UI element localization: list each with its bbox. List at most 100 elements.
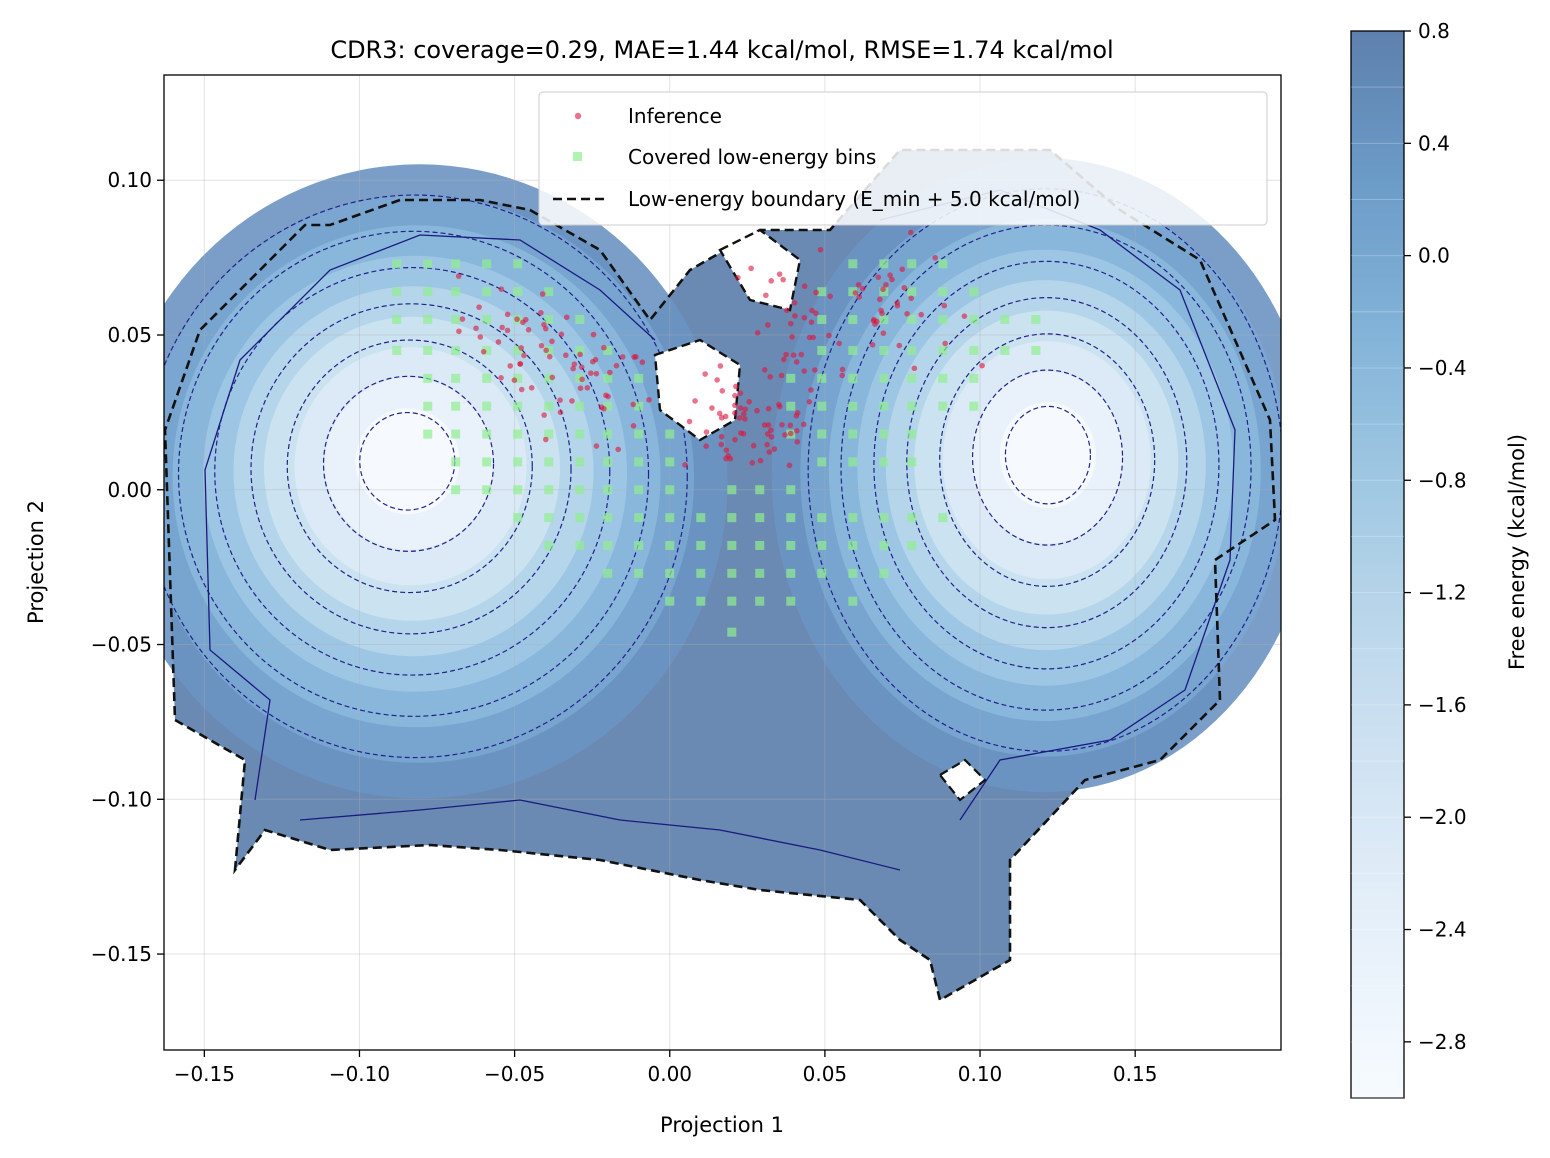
inference-point (518, 345, 525, 351)
covered-bin-marker (451, 485, 461, 495)
inference-point (817, 246, 824, 253)
inference-point (859, 285, 866, 292)
inference-point (498, 286, 505, 292)
x-axis-ticks: −0.15 −0.10 −0.05 0.00 0.05 0.10 0.15 (174, 1050, 1157, 1086)
y-tick-label: −0.10 (91, 787, 152, 811)
covered-bin-marker (938, 513, 948, 523)
inference-point (525, 326, 532, 333)
covered-bin-marker (817, 540, 827, 550)
inference-point (942, 340, 948, 347)
covered-bin-marker (848, 596, 858, 606)
inference-point (794, 410, 801, 416)
covered-bin-marker (1000, 345, 1010, 355)
chart-title: CDR3: coverage=0.29, MAE=1.44 kcal/mol, … (330, 36, 1113, 64)
legend-marker-covered (573, 152, 582, 161)
colorbar-label: Free energy (kcal/mol) (1505, 434, 1529, 670)
inference-point (738, 430, 744, 436)
covered-bin-marker (969, 287, 979, 297)
colorbar-tick-label: −1.6 (1418, 693, 1467, 717)
inference-point (563, 314, 570, 321)
covered-bin-marker (575, 401, 585, 411)
inference-point (889, 276, 895, 283)
covered-bin-marker (665, 540, 675, 550)
covered-bin-marker (575, 345, 585, 355)
inference-point (511, 377, 518, 384)
covered-bin-marker (696, 596, 706, 606)
covered-bin-marker (969, 401, 979, 411)
inference-point (703, 429, 710, 435)
covered-bin-marker (848, 513, 858, 523)
covered-bin-marker (938, 373, 948, 383)
colorbar-tick-label: −2.0 (1418, 805, 1467, 829)
covered-bin-marker (938, 287, 948, 297)
covered-bin-marker (727, 596, 737, 606)
inference-point (630, 401, 637, 408)
inference-point (771, 446, 778, 452)
covered-bin-marker (817, 568, 827, 578)
covered-bin-marker (575, 540, 585, 550)
legend-label-boundary: Low-energy boundary (E_min + 5.0 kcal/mo… (628, 187, 1080, 211)
covered-bin-marker (482, 457, 492, 467)
inference-point (455, 273, 462, 279)
covered-bin-marker (451, 315, 461, 325)
inference-point (783, 307, 790, 314)
covered-bin-marker (665, 457, 675, 467)
colorbar: 0.8 0.4 0.0 −0.4 −0.8 −1.2 −1.6 −2.0 −2.4 −2.8 Fr… (1350, 19, 1529, 1099)
contour-line-dashed (1004, 405, 1092, 505)
covered-bin-marker (451, 287, 461, 297)
inference-point (808, 319, 815, 325)
covered-bin-marker (513, 373, 523, 383)
x-axis-label: Projection 1 (660, 1113, 784, 1137)
inference-point (839, 372, 846, 379)
covered-bin-marker (544, 457, 554, 467)
colorbar-tick-label: −0.8 (1418, 468, 1467, 492)
covered-bin-marker (848, 401, 858, 411)
inference-point (896, 342, 903, 349)
inference-point (874, 318, 880, 325)
inference-point (793, 359, 800, 365)
inference-point (941, 302, 948, 309)
covered-bin-marker (392, 345, 402, 355)
inference-point (717, 363, 724, 369)
covered-bin-marker (634, 401, 644, 411)
colorbar-tick-label: 0.4 (1418, 131, 1450, 155)
covered-bin-marker (969, 315, 979, 325)
covered-bin-marker (423, 287, 433, 297)
inference-point (801, 283, 808, 289)
inference-point (633, 354, 639, 360)
inference-point (904, 311, 910, 317)
covered-bin-marker (634, 568, 644, 578)
covered-bin-marker (1031, 345, 1041, 355)
y-tick-label: 0.00 (107, 478, 152, 502)
inference-point (826, 332, 832, 339)
inference-point (746, 398, 752, 405)
covered-bin-marker (634, 540, 644, 550)
covered-bin-marker (907, 401, 917, 411)
inference-point (908, 229, 914, 236)
covered-bin-marker (938, 315, 948, 325)
covered-bin-marker (451, 373, 461, 383)
covered-bin-marker (544, 513, 554, 523)
inference-point (716, 410, 723, 417)
inference-point (692, 398, 698, 404)
covered-bin-marker (575, 315, 585, 325)
inference-point (709, 405, 715, 411)
inference-point (718, 433, 725, 440)
legend-label-inference: Inference (628, 104, 722, 128)
boundary-hole (718, 228, 802, 312)
inference-point (733, 383, 739, 390)
boundary-hole (938, 758, 987, 802)
inference-point (836, 340, 842, 347)
inference-point (613, 362, 620, 369)
inference-point (742, 416, 748, 422)
covered-bin-marker (817, 429, 827, 439)
covered-bin-marker (848, 259, 858, 269)
inference-point (780, 276, 786, 283)
plot-frame (163, 74, 1282, 1051)
contour-line-dashed (164, 194, 688, 759)
covered-bin-marker (786, 485, 796, 495)
inference-point (615, 446, 621, 453)
covered-bin-marker (907, 287, 917, 297)
inference-point (521, 352, 527, 359)
